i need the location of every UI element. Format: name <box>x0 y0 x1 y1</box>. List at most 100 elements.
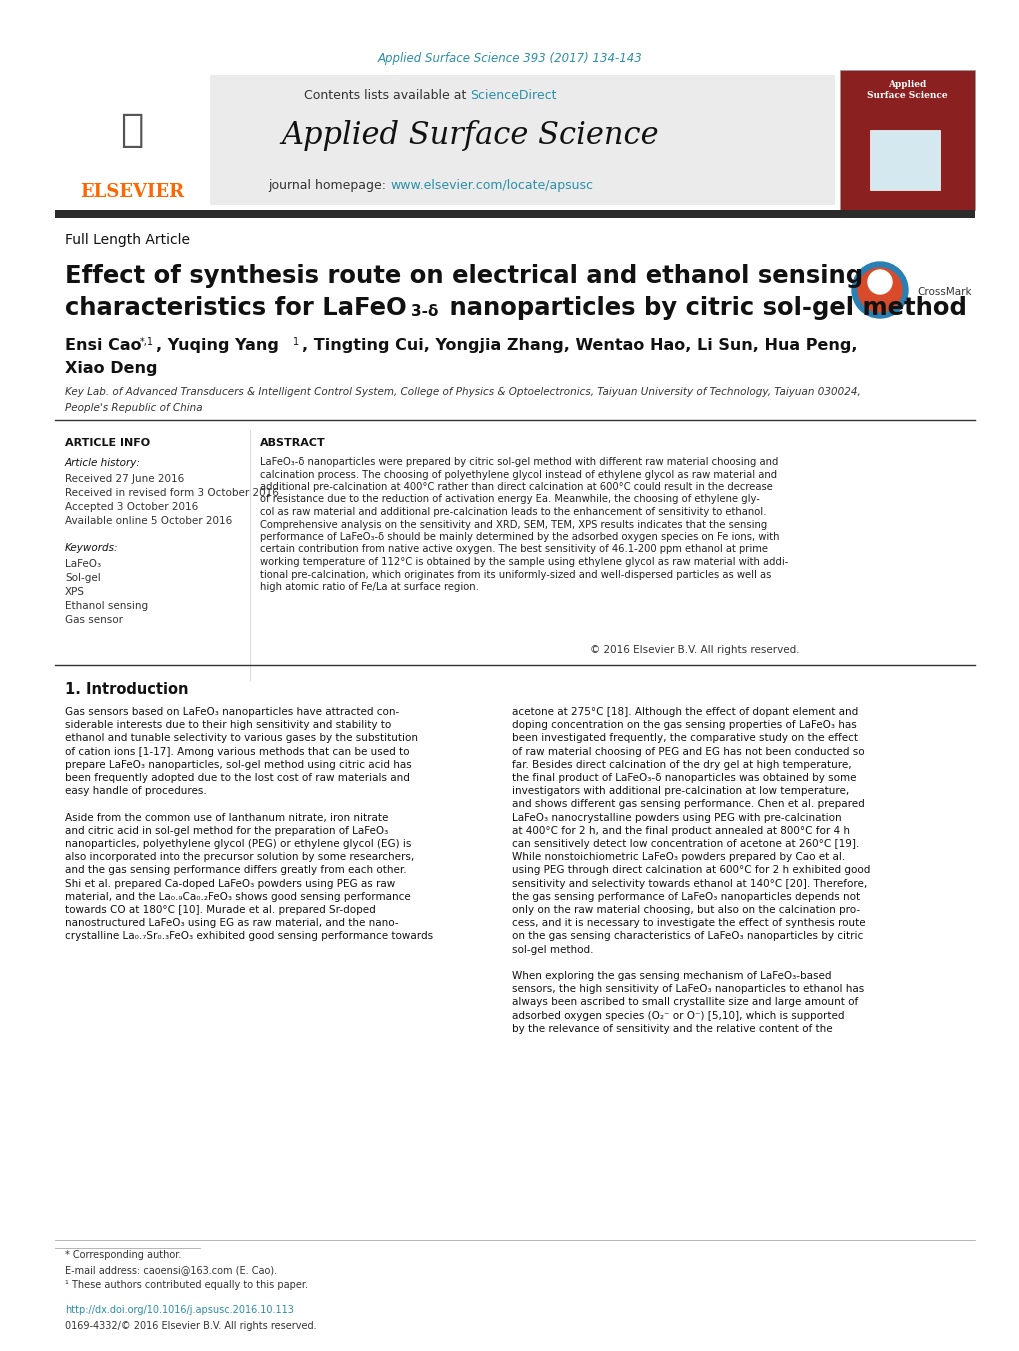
Text: * Corresponding author.: * Corresponding author. <box>65 1250 181 1260</box>
Text: Applied
Surface Science: Applied Surface Science <box>866 80 947 100</box>
Text: Full Length Article: Full Length Article <box>65 232 190 247</box>
Text: , Yuqing Yang: , Yuqing Yang <box>156 338 278 353</box>
Text: far. Besides direct calcination of the dry gel at high temperature,: far. Besides direct calcination of the d… <box>512 759 851 770</box>
Text: only on the raw material choosing, but also on the calcination pro-: only on the raw material choosing, but a… <box>512 905 859 915</box>
Text: ¹ These authors contributed equally to this paper.: ¹ These authors contributed equally to t… <box>65 1279 308 1290</box>
Text: LaFeO₃ nanocrystalline powders using PEG with pre-calcination: LaFeO₃ nanocrystalline powders using PEG… <box>512 812 841 823</box>
Text: Applied Surface Science 393 (2017) 134-143: Applied Surface Science 393 (2017) 134-1… <box>377 51 642 65</box>
Text: ethanol and tunable selectivity to various gases by the substitution: ethanol and tunable selectivity to vario… <box>65 734 418 743</box>
Text: using PEG through direct calcination at 600°C for 2 h exhibited good: using PEG through direct calcination at … <box>512 866 869 875</box>
Text: LaFeO₃-δ nanoparticles were prepared by citric sol-gel method with different raw: LaFeO₃-δ nanoparticles were prepared by … <box>260 457 777 467</box>
Text: and shows different gas sensing performance. Chen et al. prepared: and shows different gas sensing performa… <box>512 800 864 809</box>
Text: Ethanol sensing: Ethanol sensing <box>65 601 148 611</box>
Text: characteristics for LaFeO: characteristics for LaFeO <box>65 296 407 320</box>
Text: material, and the La₀.₉Ca₀.₂FeO₃ shows good sensing performance: material, and the La₀.₉Ca₀.₂FeO₃ shows g… <box>65 892 411 902</box>
Text: XPS: XPS <box>65 586 85 597</box>
Text: Article history:: Article history: <box>65 458 141 467</box>
Text: 3-δ: 3-δ <box>411 304 438 319</box>
Text: sensors, the high sensitivity of LaFeO₃ nanoparticles to ethanol has: sensors, the high sensitivity of LaFeO₃ … <box>512 984 863 994</box>
Text: of resistance due to the reduction of activation energy Ea. Meanwhile, the choos: of resistance due to the reduction of ac… <box>260 494 759 504</box>
Text: Aside from the common use of lanthanum nitrate, iron nitrate: Aside from the common use of lanthanum n… <box>65 812 388 823</box>
FancyBboxPatch shape <box>840 70 974 209</box>
Text: nanoparticles, polyethylene glycol (PEG) or ethylene glycol (EG) is: nanoparticles, polyethylene glycol (PEG)… <box>65 839 411 848</box>
Text: doping concentration on the gas sensing properties of LaFeO₃ has: doping concentration on the gas sensing … <box>512 720 856 730</box>
Text: Xiao Deng: Xiao Deng <box>65 361 157 376</box>
Text: nanoparticles by citric sol-gel method: nanoparticles by citric sol-gel method <box>440 296 966 320</box>
FancyBboxPatch shape <box>55 76 835 205</box>
Text: of raw material choosing of PEG and EG has not been conducted so: of raw material choosing of PEG and EG h… <box>512 747 864 757</box>
Text: working temperature of 112°C is obtained by the sample using ethylene glycol as : working temperature of 112°C is obtained… <box>260 557 788 567</box>
Text: Shi et al. prepared Ca-doped LaFeO₃ powders using PEG as raw: Shi et al. prepared Ca-doped LaFeO₃ powd… <box>65 878 395 889</box>
Text: on the gas sensing characteristics of LaFeO₃ nanoparticles by citric: on the gas sensing characteristics of La… <box>512 931 862 942</box>
Text: easy handle of procedures.: easy handle of procedures. <box>65 786 207 796</box>
Text: at 400°C for 2 h, and the final product annealed at 800°C for 4 h: at 400°C for 2 h, and the final product … <box>512 825 849 836</box>
Text: ABSTRACT: ABSTRACT <box>260 438 325 449</box>
Text: acetone at 275°C [18]. Although the effect of dopant element and: acetone at 275°C [18]. Although the effe… <box>512 707 857 717</box>
Text: certain contribution from native active oxygen. The best sensitivity of 46.1-200: certain contribution from native active … <box>260 544 767 554</box>
Text: Received 27 June 2016: Received 27 June 2016 <box>65 474 184 484</box>
Text: cess, and it is necessary to investigate the effect of synthesis route: cess, and it is necessary to investigate… <box>512 919 865 928</box>
Text: Gas sensors based on LaFeO₃ nanoparticles have attracted con-: Gas sensors based on LaFeO₃ nanoparticle… <box>65 707 398 717</box>
Text: crystalline La₀.₇Sr₀.₃FeO₃ exhibited good sensing performance towards: crystalline La₀.₇Sr₀.₃FeO₃ exhibited goo… <box>65 931 433 942</box>
Text: and the gas sensing performance differs greatly from each other.: and the gas sensing performance differs … <box>65 866 407 875</box>
Text: performance of LaFeO₃-δ should be mainly determined by the adsorbed oxygen speci: performance of LaFeO₃-δ should be mainly… <box>260 532 779 542</box>
Text: been investigated frequently, the comparative study on the effect: been investigated frequently, the compar… <box>512 734 857 743</box>
Text: Ensi Cao: Ensi Cao <box>65 338 142 353</box>
Text: 0169-4332/© 2016 Elsevier B.V. All rights reserved.: 0169-4332/© 2016 Elsevier B.V. All right… <box>65 1321 316 1331</box>
Text: While nonstoichiometric LaFeO₃ powders prepared by Cao et al.: While nonstoichiometric LaFeO₃ powders p… <box>512 852 845 862</box>
Text: ARTICLE INFO: ARTICLE INFO <box>65 438 150 449</box>
Text: the final product of LaFeO₃-δ nanoparticles was obtained by some: the final product of LaFeO₃-δ nanopartic… <box>512 773 856 784</box>
Text: 1. Introduction: 1. Introduction <box>65 682 189 697</box>
Text: can sensitively detect low concentration of acetone at 260°C [19].: can sensitively detect low concentration… <box>512 839 859 848</box>
Text: Received in revised form 3 October 2016: Received in revised form 3 October 2016 <box>65 488 278 499</box>
Text: and citric acid in sol-gel method for the preparation of LaFeO₃: and citric acid in sol-gel method for th… <box>65 825 388 836</box>
Text: adsorbed oxygen species (O₂⁻ or O⁻) [5,10], which is supported: adsorbed oxygen species (O₂⁻ or O⁻) [5,1… <box>512 1011 844 1020</box>
Text: towards CO at 180°C [10]. Murade et al. prepared Sr-doped: towards CO at 180°C [10]. Murade et al. … <box>65 905 375 915</box>
Text: siderable interests due to their high sensitivity and stability to: siderable interests due to their high se… <box>65 720 391 730</box>
Text: prepare LaFeO₃ nanoparticles, sol-gel method using citric acid has: prepare LaFeO₃ nanoparticles, sol-gel me… <box>65 759 412 770</box>
Text: tional pre-calcination, which originates from its uniformly-sized and well-dispe: tional pre-calcination, which originates… <box>260 570 770 580</box>
Text: Available online 5 October 2016: Available online 5 October 2016 <box>65 516 232 526</box>
Text: sol-gel method.: sol-gel method. <box>512 944 593 955</box>
Text: Applied Surface Science: Applied Surface Science <box>281 119 658 150</box>
Text: investigators with additional pre-calcination at low temperature,: investigators with additional pre-calcin… <box>512 786 849 796</box>
Text: Keywords:: Keywords: <box>65 543 118 553</box>
Text: Comprehensive analysis on the sensitivity and XRD, SEM, TEM, XPS results indicat: Comprehensive analysis on the sensitivit… <box>260 520 766 530</box>
FancyBboxPatch shape <box>869 130 940 190</box>
Text: Accepted 3 October 2016: Accepted 3 October 2016 <box>65 503 198 512</box>
FancyBboxPatch shape <box>55 209 974 218</box>
Text: E-mail address: caoensi@163.com (E. Cao).: E-mail address: caoensi@163.com (E. Cao)… <box>65 1265 277 1275</box>
Text: been frequently adopted due to the lost cost of raw materials and: been frequently adopted due to the lost … <box>65 773 410 784</box>
Circle shape <box>857 267 901 312</box>
Text: additional pre-calcination at 400°C rather than direct calcination at 600°C coul: additional pre-calcination at 400°C rath… <box>260 482 772 492</box>
Text: LaFeO₃: LaFeO₃ <box>65 559 101 569</box>
Text: sensitivity and selectivity towards ethanol at 140°C [20]. Therefore,: sensitivity and selectivity towards etha… <box>512 878 866 889</box>
Text: 🌳: 🌳 <box>120 111 144 149</box>
Text: nanostructured LaFeO₃ using EG as raw material, and the nano-: nanostructured LaFeO₃ using EG as raw ma… <box>65 919 398 928</box>
Text: CrossMark: CrossMark <box>916 286 971 297</box>
Text: Gas sensor: Gas sensor <box>65 615 123 626</box>
Text: ScienceDirect: ScienceDirect <box>470 89 556 101</box>
Text: col as raw material and additional pre-calcination leads to the enhancement of s: col as raw material and additional pre-c… <box>260 507 765 517</box>
FancyBboxPatch shape <box>55 76 210 205</box>
Text: www.elsevier.com/locate/apsusc: www.elsevier.com/locate/apsusc <box>389 178 592 192</box>
Text: calcination process. The choosing of polyethylene glycol instead of ethylene gly: calcination process. The choosing of pol… <box>260 470 776 480</box>
Text: ELSEVIER: ELSEVIER <box>79 182 183 201</box>
Text: *,1: *,1 <box>140 336 154 347</box>
Text: Sol-gel: Sol-gel <box>65 573 101 584</box>
Text: People's Republic of China: People's Republic of China <box>65 403 203 413</box>
Text: always been ascribed to small crystallite size and large amount of: always been ascribed to small crystallit… <box>512 997 857 1008</box>
Text: Effect of synthesis route on electrical and ethanol sensing: Effect of synthesis route on electrical … <box>65 263 862 288</box>
Text: Key Lab. of Advanced Transducers & Intelligent Control System, College of Physic: Key Lab. of Advanced Transducers & Intel… <box>65 386 860 397</box>
Text: © 2016 Elsevier B.V. All rights reserved.: © 2016 Elsevier B.V. All rights reserved… <box>590 644 799 655</box>
Text: also incorporated into the precursor solution by some researchers,: also incorporated into the precursor sol… <box>65 852 414 862</box>
Text: Contents lists available at: Contents lists available at <box>304 89 470 101</box>
Text: 1: 1 <box>292 336 299 347</box>
Text: the gas sensing performance of LaFeO₃ nanoparticles depends not: the gas sensing performance of LaFeO₃ na… <box>512 892 859 902</box>
Text: When exploring the gas sensing mechanism of LaFeO₃-based: When exploring the gas sensing mechanism… <box>512 971 830 981</box>
Text: , Tingting Cui, Yongjia Zhang, Wentao Hao, Li Sun, Hua Peng,: , Tingting Cui, Yongjia Zhang, Wentao Ha… <box>302 338 857 353</box>
Text: high atomic ratio of Fe/La at surface region.: high atomic ratio of Fe/La at surface re… <box>260 582 478 592</box>
Text: journal homepage:: journal homepage: <box>268 178 389 192</box>
Text: http://dx.doi.org/10.1016/j.apsusc.2016.10.113: http://dx.doi.org/10.1016/j.apsusc.2016.… <box>65 1305 293 1315</box>
Circle shape <box>867 270 892 295</box>
